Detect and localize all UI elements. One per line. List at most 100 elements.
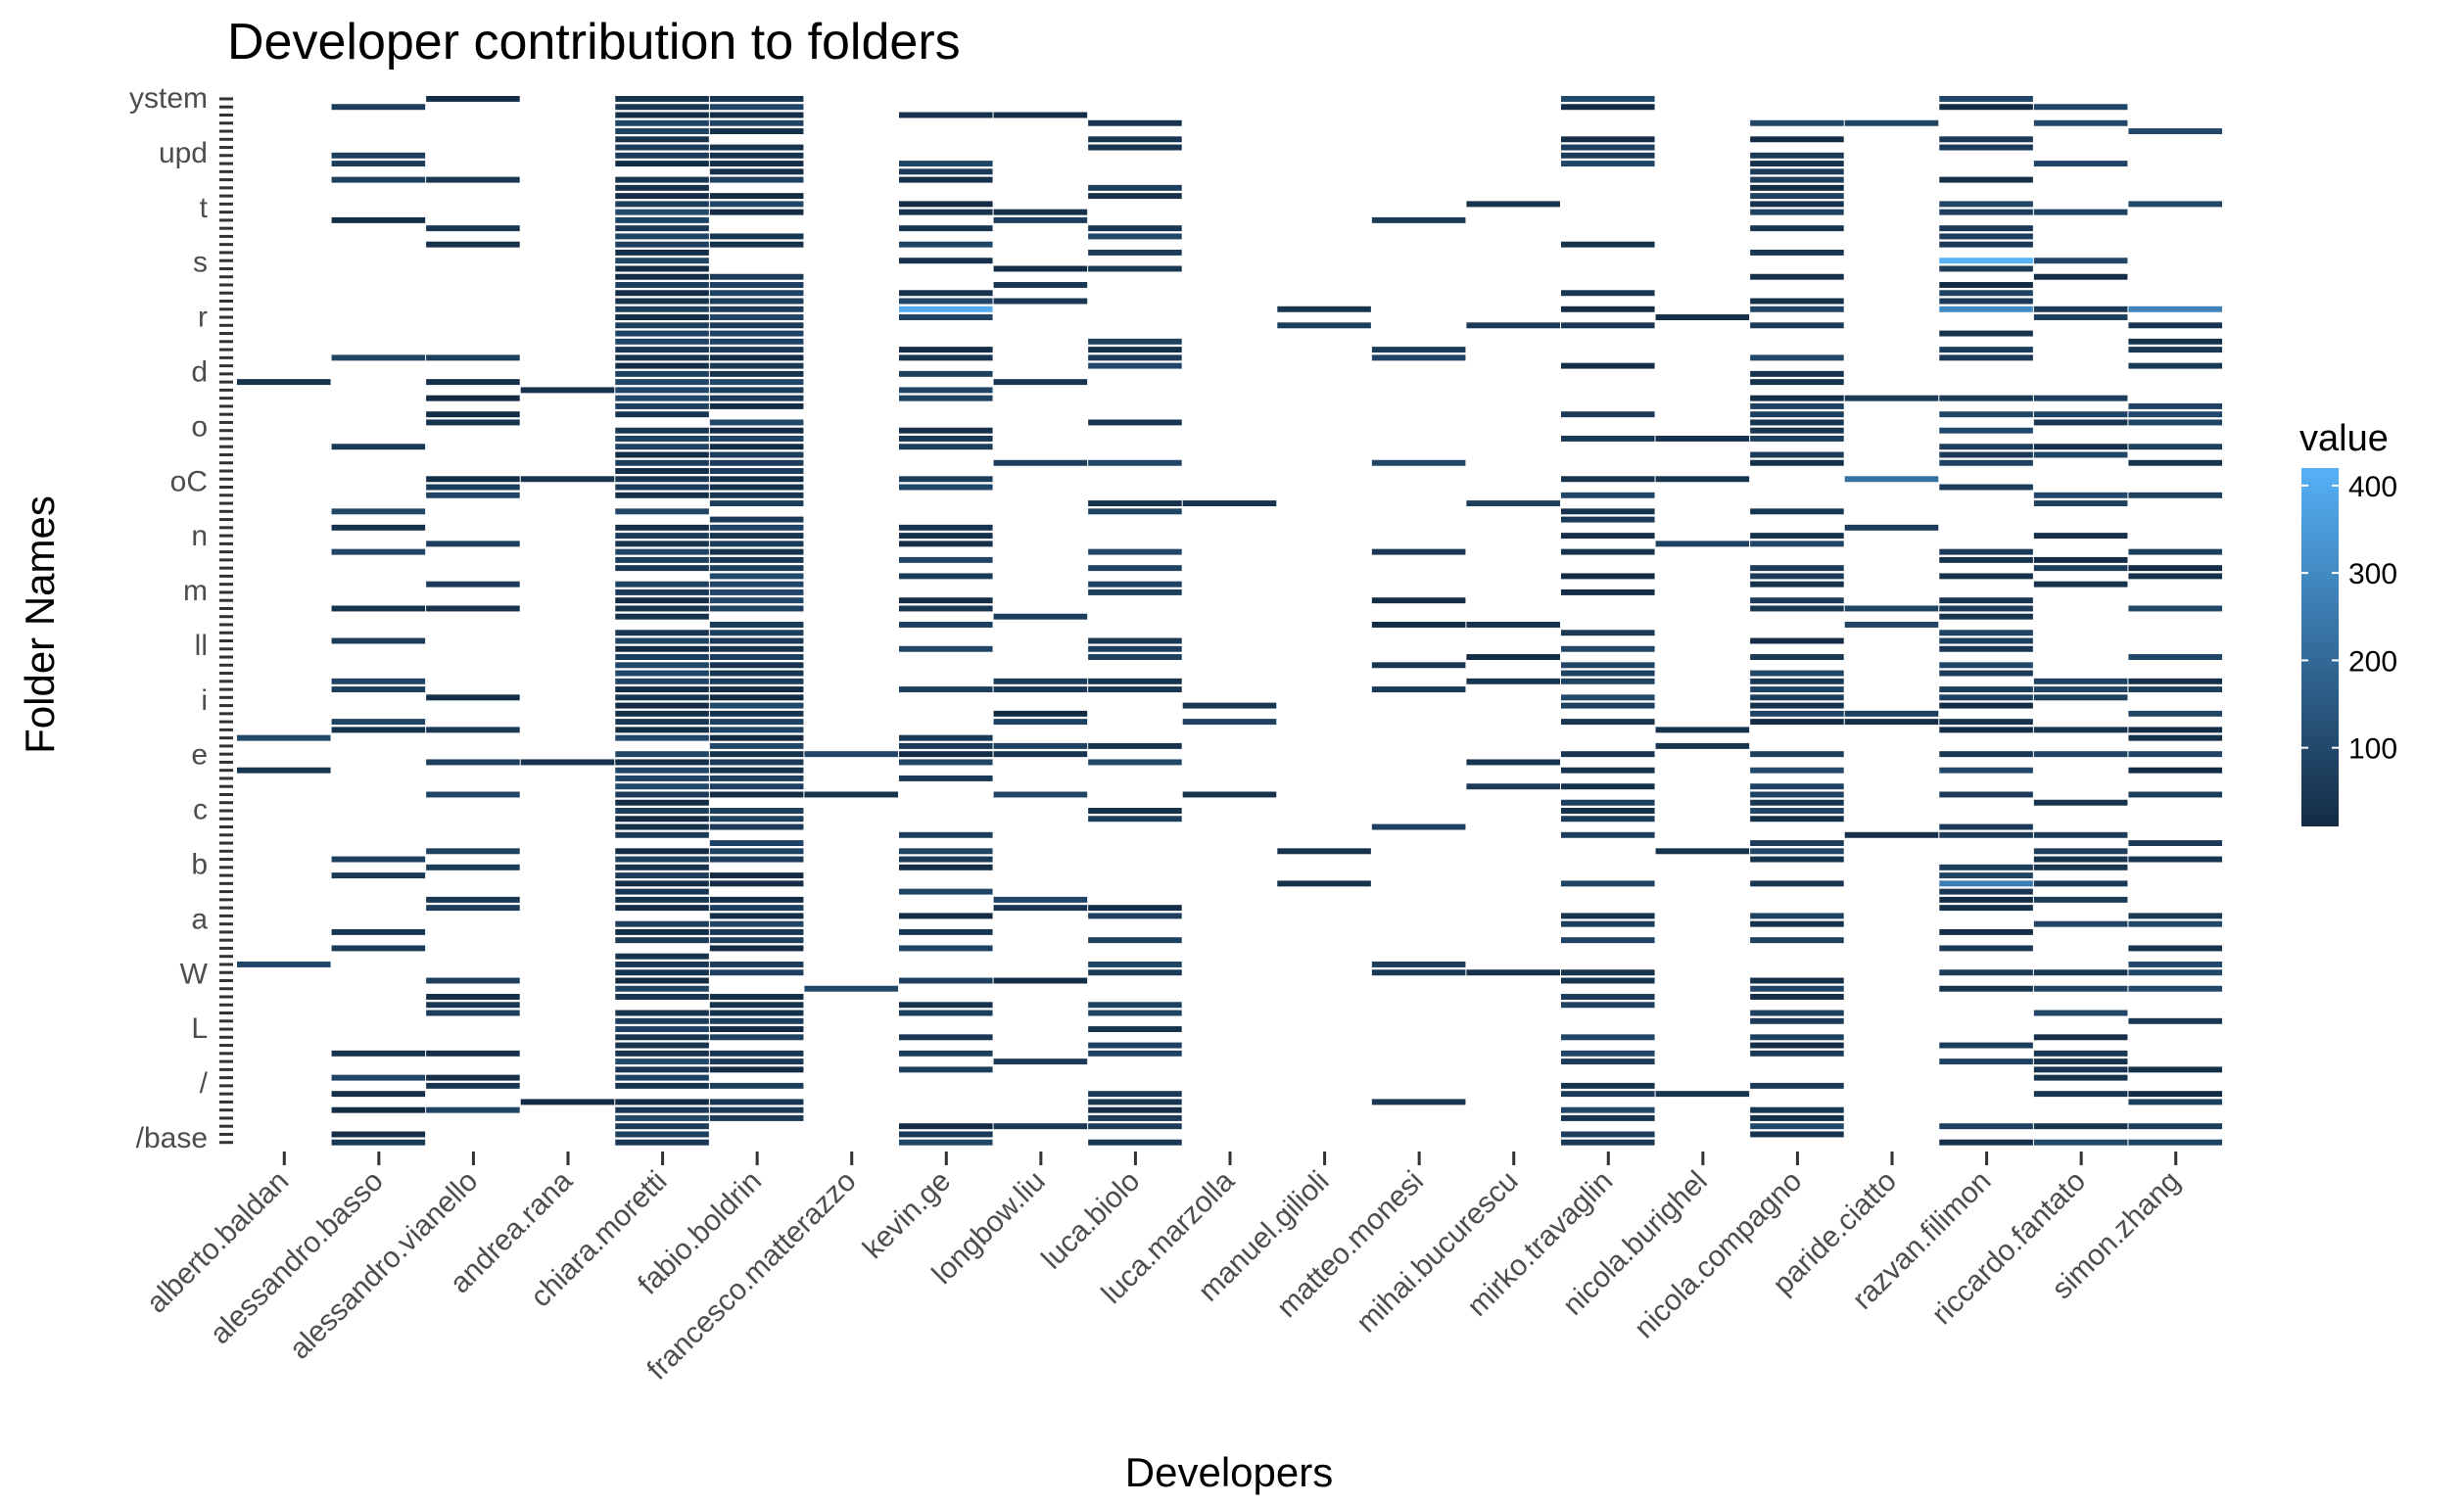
heatmap-cell	[709, 597, 804, 604]
heatmap-cell	[1750, 920, 1844, 927]
heatmap-cell	[1939, 96, 2033, 102]
heatmap-cell	[2033, 896, 2128, 903]
heatmap-cell	[899, 112, 993, 118]
plot-area	[237, 96, 2222, 1146]
heatmap-cell	[615, 791, 709, 798]
heatmap-cell	[1561, 913, 1655, 919]
heatmap-cell	[2033, 209, 2128, 215]
heatmap-cell	[1561, 136, 1655, 143]
heatmap-cell	[1750, 686, 1844, 693]
heatmap-cell	[1088, 1091, 1182, 1098]
heatmap-cell	[1561, 96, 1655, 102]
heatmap-cell	[709, 241, 804, 248]
heatmap-cell	[615, 1066, 709, 1073]
heatmap-cell	[993, 379, 1088, 386]
heatmap-cell	[1939, 451, 2033, 458]
heatmap-cell	[615, 888, 709, 895]
heatmap-cell	[1561, 816, 1655, 823]
heatmap-cell	[899, 209, 993, 215]
heatmap-cell	[1088, 500, 1182, 507]
heatmap-cell	[615, 654, 709, 660]
heatmap-cell	[615, 459, 709, 466]
heatmap-cell	[426, 225, 520, 232]
heatmap-cell	[615, 119, 709, 126]
heatmap-cell	[1750, 1042, 1844, 1049]
heatmap-cell	[709, 500, 804, 507]
heatmap-cell	[1561, 662, 1655, 669]
heatmap-cell	[1750, 249, 1844, 256]
heatmap-cell	[2128, 969, 2222, 976]
heatmap-cell	[1750, 402, 1844, 409]
heatmap-cell	[1466, 759, 1560, 766]
heatmap-cell	[426, 354, 520, 361]
heatmap-cell	[2128, 945, 2222, 952]
heatmap-cell	[1750, 152, 1844, 159]
heatmap-cell	[1466, 322, 1560, 329]
heatmap-cell	[899, 298, 993, 305]
heatmap-cell	[709, 468, 804, 474]
y-tick-label: t	[200, 192, 209, 224]
y-axis-title: Folder Names	[17, 495, 63, 754]
heatmap-cell	[709, 1026, 804, 1033]
heatmap-cell	[1655, 727, 1750, 733]
heatmap-cell	[1750, 840, 1844, 847]
y-tick-label: i	[201, 684, 208, 717]
heatmap-cell	[426, 176, 520, 183]
heatmap-cell	[1939, 686, 2033, 693]
heatmap-cell	[2128, 128, 2222, 134]
heatmap-cell	[1561, 977, 1655, 984]
heatmap-cell	[709, 96, 804, 102]
heatmap-cell	[2033, 864, 2128, 870]
heatmap-cell	[1088, 1050, 1182, 1057]
heatmap-cell	[1655, 314, 1750, 321]
heatmap-cell	[1182, 702, 1277, 709]
heatmap-cell	[1655, 435, 1750, 442]
heatmap-cell	[993, 112, 1088, 118]
heatmap-cell	[1561, 508, 1655, 515]
heatmap-cell	[615, 767, 709, 774]
heatmap-cell	[615, 1074, 709, 1081]
heatmap-cell	[993, 977, 1088, 984]
heatmap-cell	[1939, 969, 2033, 976]
heatmap-cell	[709, 686, 804, 693]
heatmap-cell	[709, 1114, 804, 1121]
heatmap-cell	[1655, 541, 1750, 547]
heatmap-cell	[615, 759, 709, 766]
heatmap-cell	[615, 678, 709, 684]
heatmap-cell	[899, 1066, 993, 1073]
heatmap-cell	[709, 880, 804, 887]
heatmap-cell	[2033, 880, 2128, 887]
heatmap-cell	[331, 1106, 426, 1113]
heatmap-cell	[709, 451, 804, 458]
heatmap-cell	[426, 896, 520, 903]
heatmap-cell	[615, 225, 709, 232]
heatmap-cell	[615, 104, 709, 111]
heatmap-cell	[2033, 856, 2128, 863]
heatmap-cell	[1371, 1099, 1466, 1105]
heatmap-cell	[615, 1114, 709, 1121]
heatmap-cell	[2033, 119, 2128, 126]
heatmap-cell	[331, 928, 426, 935]
heatmap-cell	[1561, 476, 1655, 483]
heatmap-cell	[1466, 654, 1560, 660]
heatmap-cell	[615, 775, 709, 781]
heatmap-cell	[1939, 872, 2033, 879]
heatmap-cell	[1088, 265, 1182, 272]
heatmap-cell	[1277, 848, 1371, 855]
heatmap-cell	[2128, 322, 2222, 329]
heatmap-cell	[709, 573, 804, 580]
heatmap-cell	[615, 330, 709, 337]
heatmap-cell	[899, 176, 993, 183]
heatmap-cell	[1844, 395, 1939, 401]
heatmap-cell	[426, 484, 520, 491]
heatmap-cell	[1939, 330, 2033, 337]
heatmap-cell	[1561, 573, 1655, 580]
heatmap-cell	[331, 678, 426, 684]
heatmap-cell	[426, 395, 520, 401]
heatmap-cell	[709, 1050, 804, 1057]
heatmap-cell	[237, 961, 331, 967]
heatmap-cell	[2033, 751, 2128, 758]
heatmap-cell	[993, 710, 1088, 717]
heatmap-cell	[615, 1139, 709, 1146]
heatmap-cell	[1750, 451, 1844, 458]
